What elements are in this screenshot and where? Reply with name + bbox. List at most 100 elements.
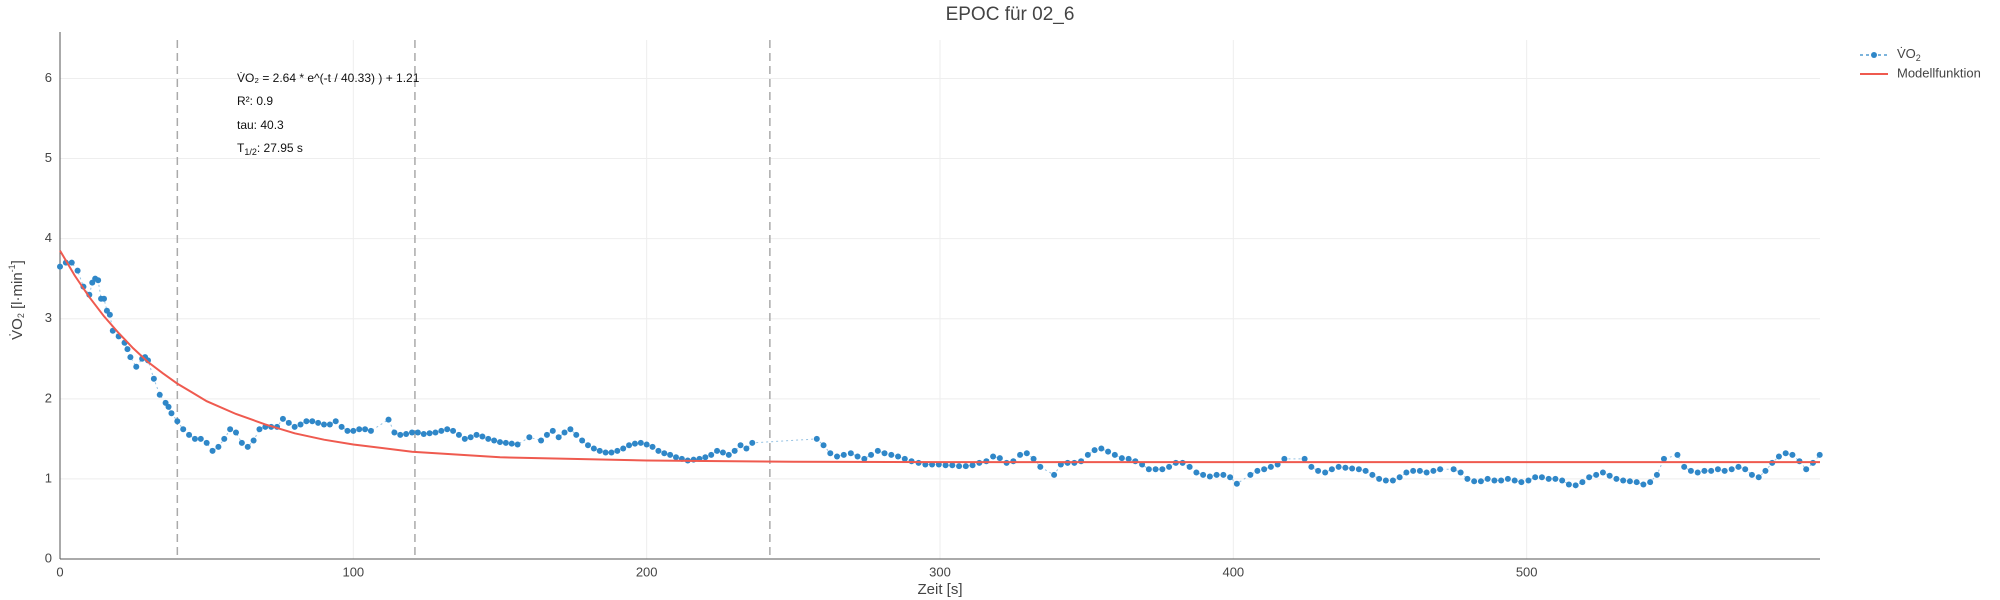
- data-point: [165, 403, 172, 410]
- data-point: [479, 433, 486, 440]
- data-point: [1322, 469, 1329, 476]
- data-point: [590, 445, 597, 452]
- data-point: [1186, 463, 1193, 470]
- data-point: [1118, 455, 1125, 462]
- data-point: [1782, 450, 1789, 457]
- data-point: [1220, 471, 1227, 478]
- data-point: [1518, 479, 1525, 486]
- x-tick-label: 500: [1516, 564, 1538, 579]
- data-point: [1301, 455, 1308, 462]
- data-point: [385, 416, 392, 423]
- data-point: [861, 455, 868, 462]
- data-point: [1342, 464, 1349, 471]
- data-point: [467, 434, 474, 441]
- data-point: [596, 447, 603, 454]
- data-point: [344, 427, 351, 434]
- data-point: [1803, 466, 1810, 473]
- data-point: [725, 451, 732, 458]
- data-point: [1030, 455, 1037, 462]
- y-tick-label: 0: [45, 550, 52, 565]
- data-point: [338, 423, 345, 430]
- data-point: [1742, 466, 1749, 473]
- data-point: [990, 453, 997, 460]
- data-point: [168, 410, 175, 417]
- data-point: [1471, 478, 1478, 485]
- data-point: [949, 462, 956, 469]
- data-point: [1254, 467, 1261, 474]
- data-point: [197, 435, 204, 442]
- legend-label[interactable]: V̇O2: [1897, 46, 1921, 63]
- data-point: [631, 440, 638, 447]
- data-point: [1491, 477, 1498, 484]
- data-point: [326, 421, 333, 428]
- data-point: [854, 453, 861, 460]
- data-point: [1159, 466, 1166, 473]
- x-tick-label: 200: [636, 564, 658, 579]
- data-point: [1247, 471, 1254, 478]
- data-point: [620, 445, 627, 452]
- data-point: [649, 443, 656, 450]
- data-point: [888, 451, 895, 458]
- data-point: [491, 437, 498, 444]
- data-point: [661, 450, 668, 457]
- data-point: [555, 434, 562, 441]
- data-point: [1599, 469, 1606, 476]
- data-point: [256, 426, 263, 433]
- data-point: [1416, 467, 1423, 474]
- data-point: [573, 431, 580, 438]
- data-point: [1681, 463, 1688, 470]
- data-point: [1362, 467, 1369, 474]
- data-point: [1586, 474, 1593, 481]
- y-tick-label: 1: [45, 470, 52, 485]
- data-point: [1735, 463, 1742, 470]
- data-point: [1091, 447, 1098, 454]
- data-point: [1233, 480, 1240, 487]
- data-point: [820, 442, 827, 449]
- data-point: [285, 419, 292, 426]
- data-point: [1552, 475, 1559, 482]
- annotation: R²: 0.9: [237, 94, 273, 108]
- y-tick-label: 6: [45, 70, 52, 85]
- legend-part: V̇O: [1897, 46, 1916, 61]
- data-point: [868, 451, 875, 458]
- data-point: [956, 463, 963, 470]
- data-point: [444, 426, 451, 433]
- data-point: [1396, 474, 1403, 481]
- data-point: [174, 418, 181, 425]
- data-point: [1511, 477, 1518, 484]
- legend: V̇O2 Modellfunktion: [1860, 46, 1981, 80]
- data-point: [567, 426, 574, 433]
- data-point: [514, 441, 521, 448]
- data-point: [1701, 467, 1708, 474]
- data-point: [895, 453, 902, 460]
- data-point: [74, 267, 81, 274]
- data-point: [426, 430, 433, 437]
- data-point: [303, 418, 310, 425]
- data-point: [186, 431, 193, 438]
- data-point: [244, 443, 251, 450]
- data-point: [1213, 471, 1220, 478]
- data-point: [1674, 451, 1681, 458]
- data-point: [1647, 479, 1654, 486]
- data-point: [367, 427, 374, 434]
- data-point: [1457, 469, 1464, 476]
- data-point: [1098, 445, 1105, 452]
- data-point: [133, 363, 140, 370]
- data-point: [1687, 467, 1694, 474]
- data-point: [585, 442, 591, 449]
- x-axis-title: Zeit [s]: [917, 581, 962, 598]
- data-point: [840, 451, 847, 458]
- data-point: [101, 295, 107, 302]
- legend-label[interactable]: Modellfunktion: [1897, 65, 1981, 80]
- y-title-sub: 2: [16, 313, 26, 318]
- data-point: [1437, 466, 1444, 473]
- data-point: [221, 435, 228, 442]
- data-point: [1200, 471, 1207, 478]
- data-point: [238, 439, 245, 446]
- data-point: [1714, 466, 1721, 473]
- data-point: [309, 418, 316, 425]
- data-point: [1315, 467, 1322, 474]
- x-tick-label: 400: [1222, 564, 1244, 579]
